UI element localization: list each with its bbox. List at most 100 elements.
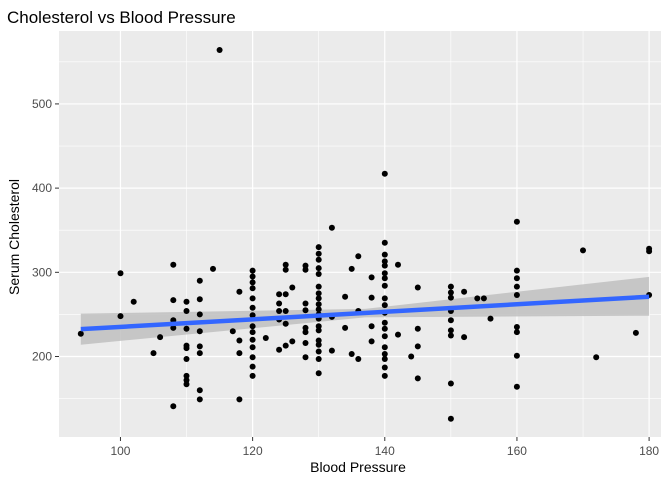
data-point xyxy=(249,312,256,319)
data-point xyxy=(249,372,256,379)
data-point xyxy=(302,329,309,336)
data-point xyxy=(487,315,494,322)
data-point xyxy=(381,333,388,340)
data-point xyxy=(249,336,256,343)
data-point xyxy=(315,290,322,297)
data-point xyxy=(183,381,190,388)
data-point xyxy=(117,270,124,277)
data-point xyxy=(381,364,388,371)
data-point xyxy=(282,266,289,273)
data-point xyxy=(395,261,401,268)
data-point xyxy=(368,294,375,301)
data-point xyxy=(196,387,203,394)
data-point xyxy=(302,354,309,361)
data-point xyxy=(183,356,190,362)
data-point xyxy=(282,320,289,327)
data-point xyxy=(289,338,296,345)
data-point xyxy=(183,298,190,305)
data-point xyxy=(395,331,401,338)
data-point xyxy=(381,295,388,302)
data-point xyxy=(414,375,421,382)
data-point xyxy=(210,265,216,272)
data-point xyxy=(249,354,256,361)
data-point xyxy=(183,345,190,352)
data-point xyxy=(183,308,190,314)
data-point xyxy=(276,346,283,353)
y-tick-label: 300 xyxy=(32,265,52,279)
y-tick-label: 400 xyxy=(32,181,52,195)
chart-title: Cholesterol vs Blood Pressure xyxy=(7,8,236,27)
y-tick-label: 500 xyxy=(32,97,52,111)
data-point xyxy=(368,323,375,330)
data-point xyxy=(381,325,388,332)
data-point xyxy=(302,262,309,269)
data-point xyxy=(381,372,388,379)
x-tick-label: 160 xyxy=(507,444,527,458)
data-point xyxy=(315,250,322,257)
data-point xyxy=(282,308,289,314)
data-point xyxy=(196,311,203,318)
data-point xyxy=(368,338,375,345)
data-points xyxy=(77,47,653,422)
data-point xyxy=(315,295,322,302)
data-point xyxy=(282,261,289,268)
data-point xyxy=(447,317,454,324)
data-point xyxy=(381,239,388,246)
data-point xyxy=(315,256,322,263)
y-axis-title: Serum Cholesterol xyxy=(6,179,22,295)
data-point xyxy=(276,308,283,314)
data-point xyxy=(236,350,243,357)
data-point xyxy=(276,291,283,298)
data-point xyxy=(183,325,190,332)
data-point xyxy=(282,342,289,349)
data-point xyxy=(381,258,388,265)
data-point xyxy=(348,351,355,357)
data-point xyxy=(282,291,289,298)
data-point xyxy=(249,273,256,280)
data-point xyxy=(302,340,309,346)
data-point xyxy=(249,267,256,274)
data-point xyxy=(513,383,520,390)
data-point xyxy=(646,248,653,255)
data-point xyxy=(229,328,236,335)
x-tick-label: 120 xyxy=(243,444,263,458)
data-point xyxy=(593,354,600,361)
data-point xyxy=(249,323,256,330)
data-point xyxy=(355,253,362,260)
data-point xyxy=(249,329,256,336)
data-point xyxy=(170,297,177,304)
data-point xyxy=(170,324,177,331)
data-point xyxy=(315,244,322,251)
data-point xyxy=(315,341,322,348)
data-point xyxy=(315,327,322,334)
data-point xyxy=(196,396,203,403)
data-point xyxy=(381,275,388,282)
data-point xyxy=(302,266,309,273)
data-point xyxy=(381,251,388,258)
data-point xyxy=(342,324,349,331)
data-point xyxy=(381,356,388,362)
data-point xyxy=(249,295,256,302)
data-point xyxy=(196,343,203,350)
plot-panel xyxy=(59,31,661,437)
data-point xyxy=(447,283,454,290)
data-point xyxy=(262,335,269,341)
data-point xyxy=(315,337,322,344)
data-point xyxy=(315,306,322,313)
data-point xyxy=(328,224,335,231)
data-point xyxy=(632,329,639,336)
data-point xyxy=(236,396,243,403)
data-point xyxy=(381,262,388,269)
data-point xyxy=(381,170,388,177)
data-point xyxy=(315,356,322,362)
x-axis-title: Blood Pressure xyxy=(310,459,406,475)
data-point xyxy=(315,265,322,272)
data-point xyxy=(342,293,349,300)
data-point xyxy=(196,277,203,284)
regression-line xyxy=(80,294,650,332)
data-point xyxy=(513,292,520,298)
data-point xyxy=(474,295,481,302)
data-point xyxy=(249,363,256,370)
data-point xyxy=(302,307,309,314)
